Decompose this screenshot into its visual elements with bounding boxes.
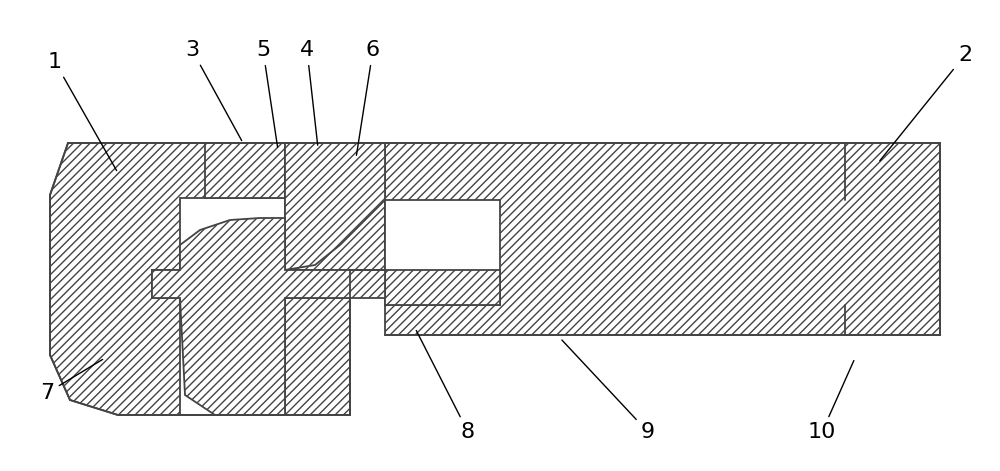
Text: 8: 8 — [416, 331, 475, 442]
Text: 3: 3 — [185, 40, 242, 140]
Text: 10: 10 — [808, 360, 854, 442]
Text: 6: 6 — [356, 40, 380, 155]
Polygon shape — [205, 143, 285, 198]
Text: 9: 9 — [562, 340, 655, 442]
Polygon shape — [385, 270, 500, 305]
Text: 5: 5 — [256, 40, 278, 147]
Polygon shape — [152, 218, 385, 415]
Polygon shape — [285, 143, 385, 270]
Text: 1: 1 — [48, 52, 117, 171]
Polygon shape — [152, 198, 350, 415]
Text: 2: 2 — [880, 45, 972, 161]
Text: 4: 4 — [300, 40, 318, 145]
Polygon shape — [50, 143, 385, 415]
Polygon shape — [385, 200, 500, 305]
Text: 7: 7 — [40, 359, 103, 403]
Polygon shape — [385, 143, 940, 335]
